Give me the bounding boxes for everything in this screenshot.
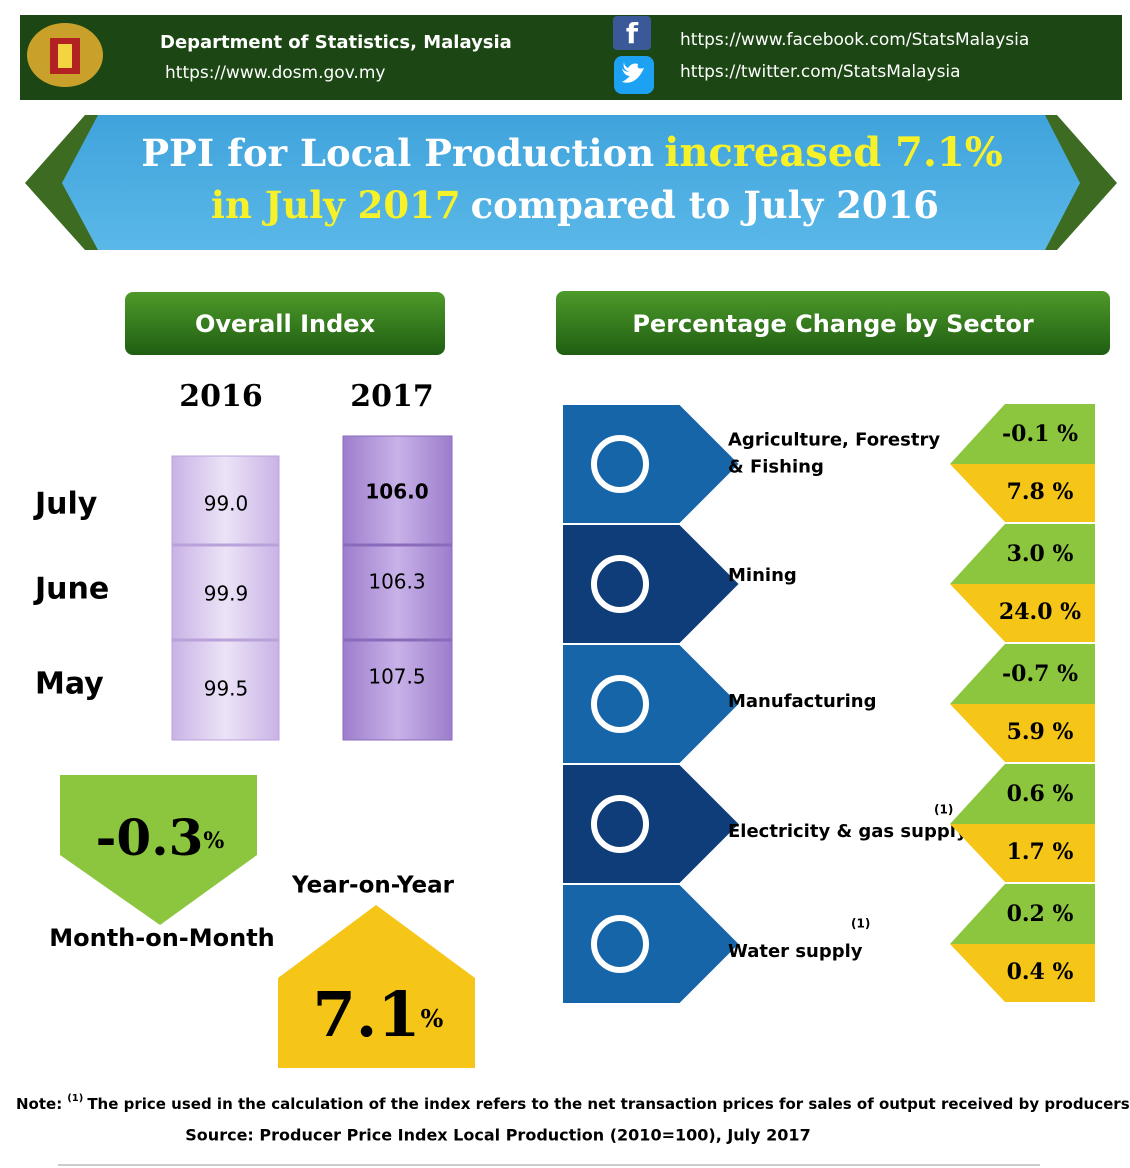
- banner-line2: in July 2017 compared to July 2016: [211, 183, 939, 227]
- yoy-box: [950, 464, 1095, 522]
- month-label: July: [33, 487, 98, 522]
- mom-box: [950, 644, 1095, 704]
- mom-value: -0.3%: [96, 808, 225, 867]
- year-label: 2017: [350, 379, 434, 414]
- twitter-link[interactable]: https://twitter.com/StatsMalaysia: [680, 62, 961, 82]
- sector-sup: (1): [851, 917, 870, 931]
- section-header: [125, 292, 445, 355]
- sector-mom: 0.2 %: [1007, 901, 1074, 927]
- yoy-value: 7.1%: [313, 978, 444, 1051]
- sector-name: & Fishing: [728, 457, 824, 478]
- section-header: [556, 291, 1110, 355]
- mom-box: [950, 764, 1095, 824]
- sector-name: Mining: [728, 565, 797, 586]
- index-value: 99.0: [204, 492, 249, 516]
- month-label: June: [33, 572, 109, 607]
- org-name: Department of Statistics, Malaysia: [160, 32, 512, 53]
- index-value: 106.3: [368, 570, 425, 594]
- yoy-unit: %: [421, 1004, 444, 1033]
- website: https://www.dosm.gov.my: [165, 63, 385, 83]
- facebook-link[interactable]: https://www.facebook.com/StatsMalaysia: [680, 30, 1029, 50]
- sector-icon: [591, 555, 649, 613]
- source: Source: Producer Price Index Local Produ…: [185, 1126, 810, 1145]
- sector-icon-bg: [561, 403, 742, 525]
- mom-label: Month-on-Month: [49, 924, 275, 952]
- sector-yoy: 0.4 %: [1007, 959, 1074, 985]
- twitter-glyph: [622, 62, 644, 83]
- mom-number: -0.3: [96, 808, 204, 867]
- sector-icon: [591, 795, 649, 853]
- year-label: 2016: [179, 379, 263, 414]
- mom-shape: [60, 775, 257, 925]
- sector-yoy: 1.7 %: [1007, 839, 1074, 865]
- banner-arrow-right: [1022, 115, 1117, 250]
- sector-mom: -0.7 %: [1002, 661, 1078, 687]
- index-value: 106.0: [365, 480, 428, 504]
- section-title: Overall Index: [195, 310, 376, 338]
- yoy-box: [950, 824, 1095, 882]
- sector-name: Electricity & gas supply: [728, 821, 968, 842]
- sector-icon-bg: [561, 643, 742, 765]
- sector-icon: [591, 675, 649, 733]
- banner-line1: PPI for Local Production increased 7.1%: [141, 129, 1003, 176]
- banner-text: compared to July 2016: [471, 183, 939, 227]
- note: Note: (1) The price used in the calculatio…: [16, 1093, 1130, 1113]
- note-sup: (1): [67, 1093, 83, 1104]
- banner-arrow-left: [25, 115, 120, 250]
- yoy-box: [950, 704, 1095, 762]
- note-prefix: Note:: [16, 1095, 62, 1113]
- banner-highlight: increased 7.1%: [664, 129, 1003, 176]
- index-value: 99.9: [204, 582, 249, 606]
- sector-icon: [591, 435, 649, 493]
- header-bar: [20, 15, 1122, 100]
- sector-icon-bg: [561, 523, 742, 645]
- banner-text: PPI for Local Production: [141, 131, 654, 175]
- mom-box: [950, 524, 1095, 584]
- sector-name: Water supply: [728, 941, 863, 962]
- yoy-box: [950, 944, 1095, 1002]
- mom-box: [950, 884, 1095, 944]
- sector-icon-bg: [561, 763, 742, 885]
- banner: [62, 115, 1080, 250]
- sector-mom: 0.6 %: [1007, 781, 1074, 807]
- yoy-label: Year-on-Year: [291, 873, 455, 899]
- facebook-icon: [613, 16, 651, 50]
- mom-unit: %: [203, 828, 224, 854]
- sector-sup: (1): [934, 803, 953, 817]
- sector-name: Manufacturing: [728, 691, 877, 712]
- month-label: May: [35, 667, 104, 702]
- sector-mom: 3.0 %: [1007, 541, 1074, 567]
- mom-box: [950, 404, 1095, 464]
- emblem: [27, 23, 103, 87]
- yoy-number: 7.1: [313, 978, 421, 1051]
- note-text: The price used in the calculation of the…: [87, 1095, 1129, 1113]
- facebook-glyph: f: [626, 17, 639, 50]
- sector-name: Agriculture, Forestry: [728, 430, 940, 451]
- generated: 2016 2017 July 99.0 106.0 June 99.9 106.3 May 99.…: [33, 379, 1095, 1005]
- sector-yoy: 24.0 %: [999, 599, 1081, 625]
- banner-highlight: in July 2017: [211, 183, 461, 227]
- index-value: 99.5: [204, 677, 249, 701]
- yoy-shape: [278, 905, 475, 1068]
- sector-yoy: 7.8 %: [1007, 479, 1074, 505]
- column-2016: [171, 455, 280, 741]
- yoy-box: [950, 584, 1095, 642]
- sector-icon-bg: [561, 883, 742, 1005]
- sector-yoy: 5.9 %: [1007, 719, 1074, 745]
- sector-mom: -0.1 %: [1002, 421, 1078, 447]
- sector-icon: [591, 915, 649, 973]
- index-value: 107.5: [368, 665, 425, 689]
- column-2017: [342, 435, 453, 741]
- section-title: Percentage Change by Sector: [632, 310, 1033, 338]
